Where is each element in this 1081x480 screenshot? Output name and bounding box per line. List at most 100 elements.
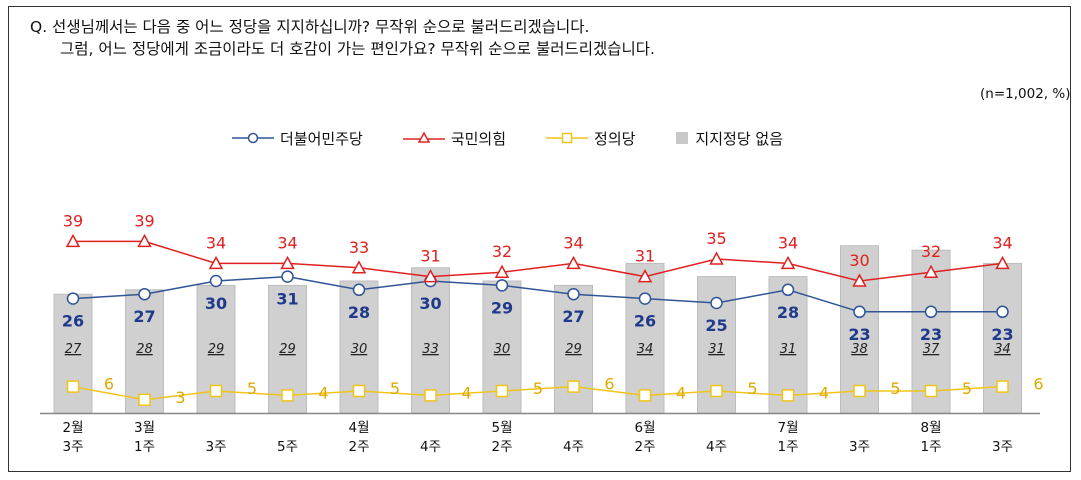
bar-none-5 bbox=[411, 267, 450, 414]
series-line-justice bbox=[72, 385, 1003, 401]
point-justice-12 bbox=[924, 384, 938, 398]
legend-label-democratic: 더불어민주당 bbox=[280, 129, 363, 148]
legend-item-none: 지지정당 없음 bbox=[675, 128, 783, 149]
bar-none-0 bbox=[53, 293, 93, 414]
bar-none-label-5: 33 bbox=[422, 342, 439, 357]
point-justice-8 bbox=[638, 389, 652, 402]
legend-label-none: 지지정당 없음 bbox=[695, 129, 783, 148]
point-ppp-9 bbox=[709, 251, 724, 265]
bar-none-label-7: 29 bbox=[565, 342, 582, 357]
point-ppp-11 bbox=[852, 273, 867, 287]
legend-item-ppp: 국민의힘 bbox=[402, 128, 506, 149]
x-week-label-7: 4주 bbox=[563, 439, 584, 455]
point-democratic-3 bbox=[281, 270, 294, 283]
point-ppp-7 bbox=[566, 255, 581, 270]
point-ppp-5 bbox=[423, 269, 438, 283]
label-justice-9: 5 bbox=[747, 379, 757, 398]
legend-line-circle-icon bbox=[232, 132, 274, 144]
label-democratic-11: 23 bbox=[848, 325, 870, 344]
point-democratic-12 bbox=[924, 305, 938, 319]
x-month-label-6: 5월 bbox=[491, 420, 512, 436]
point-democratic-9 bbox=[710, 296, 723, 310]
label-democratic-9: 25 bbox=[705, 316, 727, 335]
point-democratic-4 bbox=[352, 283, 366, 297]
point-democratic-7 bbox=[567, 287, 580, 301]
label-democratic-1: 27 bbox=[133, 307, 155, 326]
point-ppp-2 bbox=[208, 255, 224, 270]
x-week-label-5: 4주 bbox=[420, 439, 441, 455]
point-ppp-1 bbox=[137, 233, 152, 248]
bar-none-8 bbox=[625, 262, 665, 414]
point-democratic-6 bbox=[495, 279, 509, 292]
bar-none-label-6: 30 bbox=[494, 342, 511, 357]
point-democratic-1 bbox=[138, 287, 151, 301]
label-ppp-10: 34 bbox=[778, 233, 798, 252]
label-ppp-13: 34 bbox=[992, 233, 1012, 252]
x-week-label-9: 4주 bbox=[706, 439, 727, 455]
bar-none-label-0: 27 bbox=[65, 342, 82, 357]
bar-none-label-8: 34 bbox=[637, 342, 654, 357]
point-democratic-0 bbox=[66, 292, 80, 305]
legend-item-justice: 정의당 bbox=[546, 128, 635, 149]
label-ppp-9: 35 bbox=[706, 229, 726, 248]
point-ppp-4 bbox=[351, 260, 367, 274]
label-ppp-8: 31 bbox=[635, 247, 655, 266]
point-democratic-11 bbox=[853, 305, 866, 319]
bar-none-label-11: 38 bbox=[851, 342, 868, 357]
label-justice-0: 6 bbox=[104, 375, 114, 394]
x-month-label-1: 3월 bbox=[134, 420, 155, 436]
label-justice-6: 5 bbox=[533, 379, 543, 398]
x-week-label-11: 3주 bbox=[849, 439, 870, 455]
legend-item-democratic: 더불어민주당 bbox=[232, 128, 363, 149]
question-line-1: Q. 선생님께서는 다음 중 어느 정당을 지지하십니까? 무작위 순으로 불러… bbox=[30, 18, 590, 36]
point-democratic-13 bbox=[996, 305, 1009, 319]
chart-legend: 더불어민주당 국민의힘 정의당 지지정당 없음 bbox=[232, 126, 783, 150]
point-ppp-12 bbox=[923, 264, 939, 278]
label-justice-7: 6 bbox=[604, 375, 614, 394]
x-week-label-1: 1주 bbox=[134, 439, 155, 455]
series-line-democratic bbox=[72, 275, 1003, 313]
point-ppp-6 bbox=[494, 264, 510, 278]
label-democratic-8: 26 bbox=[634, 312, 656, 331]
label-ppp-6: 32 bbox=[492, 242, 512, 261]
survey-question: Q. 선생님께서는 다음 중 어느 정당을 지지하십니까? 무작위 순으로 불러… bbox=[30, 16, 655, 60]
point-democratic-10 bbox=[781, 283, 795, 297]
x-week-label-8: 2주 bbox=[634, 439, 655, 455]
point-justice-4 bbox=[352, 384, 366, 398]
x-month-label-12: 8월 bbox=[920, 420, 941, 436]
x-week-label-6: 2주 bbox=[491, 439, 512, 455]
label-democratic-5: 30 bbox=[419, 294, 441, 313]
label-democratic-4: 28 bbox=[348, 303, 370, 322]
label-democratic-10: 28 bbox=[777, 303, 799, 322]
point-justice-3 bbox=[281, 389, 294, 402]
label-justice-10: 4 bbox=[819, 383, 829, 402]
point-ppp-0 bbox=[65, 233, 81, 248]
label-justice-5: 4 bbox=[461, 383, 471, 402]
point-democratic-2 bbox=[209, 274, 223, 288]
bar-none-label-10: 31 bbox=[780, 342, 797, 357]
x-month-label-8: 6월 bbox=[634, 420, 655, 436]
bar-none-label-13: 34 bbox=[994, 342, 1011, 357]
label-justice-1: 3 bbox=[175, 388, 185, 407]
label-democratic-13: 23 bbox=[991, 325, 1013, 344]
label-ppp-5: 31 bbox=[420, 247, 440, 266]
bar-none-label-9: 31 bbox=[708, 342, 725, 357]
bar-none-label-2: 29 bbox=[208, 342, 225, 357]
x-week-label-3: 5주 bbox=[277, 439, 298, 455]
label-ppp-1: 39 bbox=[134, 211, 154, 230]
bar-none-1 bbox=[125, 289, 164, 414]
label-justice-3: 4 bbox=[318, 383, 328, 402]
label-justice-12: 5 bbox=[962, 379, 972, 398]
series-line-ppp bbox=[73, 240, 1003, 282]
x-week-label-4: 2주 bbox=[348, 439, 369, 455]
label-justice-11: 5 bbox=[890, 379, 900, 398]
x-week-label-2: 3주 bbox=[205, 439, 226, 455]
label-democratic-3: 31 bbox=[276, 290, 298, 309]
legend-label-justice: 정의당 bbox=[594, 129, 636, 148]
label-ppp-7: 34 bbox=[563, 233, 583, 252]
legend-line-square-icon bbox=[546, 132, 589, 144]
point-justice-6 bbox=[495, 384, 509, 398]
label-justice-4: 5 bbox=[390, 379, 400, 398]
label-ppp-2: 34 bbox=[206, 233, 226, 252]
label-ppp-11: 30 bbox=[849, 251, 869, 270]
